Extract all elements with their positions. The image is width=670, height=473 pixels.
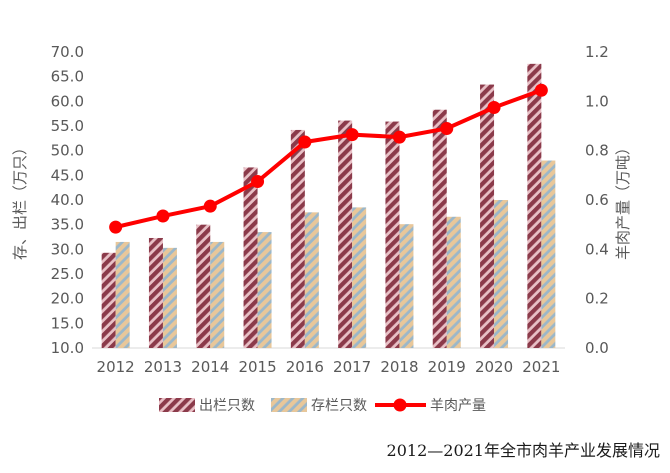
y2-tick-label: 0.0 [585,339,609,357]
mutton-output-point [487,101,501,114]
y-tick-label: 20.0 [51,290,84,308]
y-tick-label: 25.0 [51,265,84,283]
x-tick-label: 2019 [428,358,466,376]
x-tick-label: 2013 [144,358,182,376]
bar-stock [162,247,177,348]
legend-label-outflow: 出栏只数 [199,398,255,414]
y-tick-label: 60.0 [51,92,84,110]
legend-marker-output [393,398,407,412]
bar-outflow [290,129,305,348]
bar-outflow [101,252,116,348]
bars [101,63,556,349]
bar-outflow [432,109,447,348]
mutton-output-point [440,121,454,135]
y-tick-label: 10.0 [51,339,84,357]
bar-stock [115,241,130,348]
mutton-output-point [203,199,217,213]
bar-stock [257,232,272,348]
y-tick-label: 30.0 [51,240,84,258]
bar-stock [446,216,461,348]
mutton-output-point [345,128,359,142]
y-tick-label: 55.0 [51,117,84,135]
bar-stock [541,160,556,348]
mutton-output-point [392,130,406,144]
legend: 出栏只数 存栏只数 羊肉产量 [159,398,486,414]
mutton-output-point [109,220,123,234]
bar-stock [494,200,509,348]
y-tick-label: 40.0 [51,191,84,209]
y-tick-label: 35.0 [51,216,84,234]
x-tick-label: 2016 [286,358,324,376]
y-tick-label: 45.0 [51,166,84,184]
y2-tick-label: 0.2 [585,290,609,308]
bar-outflow [480,84,495,348]
bar-stock [210,241,225,348]
axes: 10.0 15.0 20.0 25.0 30.0 35.0 40.0 45.0 50.0 55.0… [11,43,632,376]
y2-tick-label: 1.0 [585,92,609,110]
legend-swatch-stock [271,398,307,412]
mutton-output-point [298,135,312,149]
legend-swatch-outflow [159,398,195,412]
mutton-output-point [156,209,170,223]
x-tick-label: 2020 [475,358,513,376]
y-tick-label: 65.0 [51,68,84,86]
bar-stock [352,207,367,348]
x-tick-label: 2017 [333,358,371,376]
y2-tick-label: 0.8 [585,142,609,160]
y-axis-title: 存、出栏（万只） [11,140,29,260]
mutton-output-point [534,83,548,97]
bar-stock [399,224,414,348]
y-tick-label: 15.0 [51,314,84,332]
y2-tick-label: 0.4 [585,240,609,258]
legend-label-output: 羊肉产量 [430,398,486,414]
line-series [109,83,548,234]
figure-caption: 2012—2021年全市肉羊产业发展情况 [386,441,660,460]
bar-outflow [196,224,211,348]
bar-outflow [148,237,163,348]
bar-stock [304,212,319,348]
x-tick-label: 2021 [522,358,560,376]
x-tick-label: 2015 [238,358,276,376]
x-tick-label: 2018 [380,358,418,376]
bar-outflow [385,121,400,348]
legend-label-stock: 存栏只数 [311,398,367,414]
y2-tick-label: 0.6 [585,191,609,209]
bar-outflow [338,120,353,348]
y-tick-label: 70.0 [51,43,84,61]
x-tick-label: 2012 [97,358,135,376]
mutton-output-line [115,88,543,230]
bar-outflow [527,63,542,349]
y-tick-label: 50.0 [51,142,84,160]
bar-outflow [243,167,258,348]
y2-tick-label: 1.2 [585,43,609,61]
mutton-output-point [251,175,265,188]
y2-axis-title: 羊肉产量（万吨） [614,140,632,260]
x-tick-label: 2014 [191,358,229,376]
